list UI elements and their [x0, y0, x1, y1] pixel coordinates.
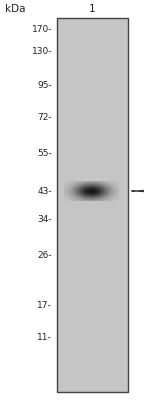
Text: kDa: kDa	[5, 4, 25, 14]
Text: 72-: 72-	[37, 112, 52, 122]
Text: 170-: 170-	[32, 26, 52, 34]
Text: 95-: 95-	[37, 82, 52, 90]
Text: 34-: 34-	[37, 216, 52, 224]
Text: 1: 1	[89, 4, 95, 14]
Text: 43-: 43-	[37, 186, 52, 196]
Text: 26-: 26-	[37, 250, 52, 260]
Text: 55-: 55-	[37, 148, 52, 158]
Text: 17-: 17-	[37, 300, 52, 310]
Text: 11-: 11-	[37, 332, 52, 342]
Text: 130-: 130-	[32, 48, 52, 56]
Bar	[57, 18, 128, 392]
